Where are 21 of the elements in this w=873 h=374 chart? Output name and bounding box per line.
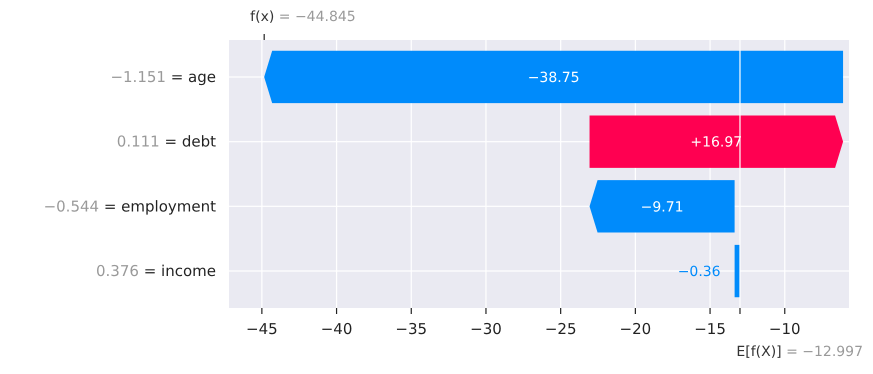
x-tick-label: −25	[544, 320, 576, 338]
x-tick-label: −40	[320, 320, 352, 338]
ref-line-label: f(x) = −44.845	[250, 9, 356, 25]
y-tick-label: 0.111 = debt	[116, 132, 216, 151]
data-label: −9.71	[640, 199, 684, 216]
x-tick-label: −45	[246, 320, 278, 338]
x-tick-label: −10	[768, 320, 801, 338]
y-tick-label: 0.376 = income	[96, 262, 216, 280]
data-label: −0.36	[678, 264, 721, 280]
x-tick-label: −15	[694, 320, 726, 338]
bar	[590, 115, 844, 168]
ref-line-label: E[f(X)] = −12.997	[736, 344, 863, 360]
x-tick-label: −20	[620, 320, 652, 338]
y-tick-label: −0.544 = employment	[44, 197, 216, 216]
y-tick-label: −1.151 = age	[110, 68, 216, 86]
bar	[590, 180, 735, 233]
x-tick-label: −35	[395, 320, 428, 338]
bar	[264, 50, 844, 104]
x-tick-label: −30	[470, 320, 502, 338]
bar	[734, 244, 740, 298]
data-label: −38.75	[528, 70, 580, 86]
